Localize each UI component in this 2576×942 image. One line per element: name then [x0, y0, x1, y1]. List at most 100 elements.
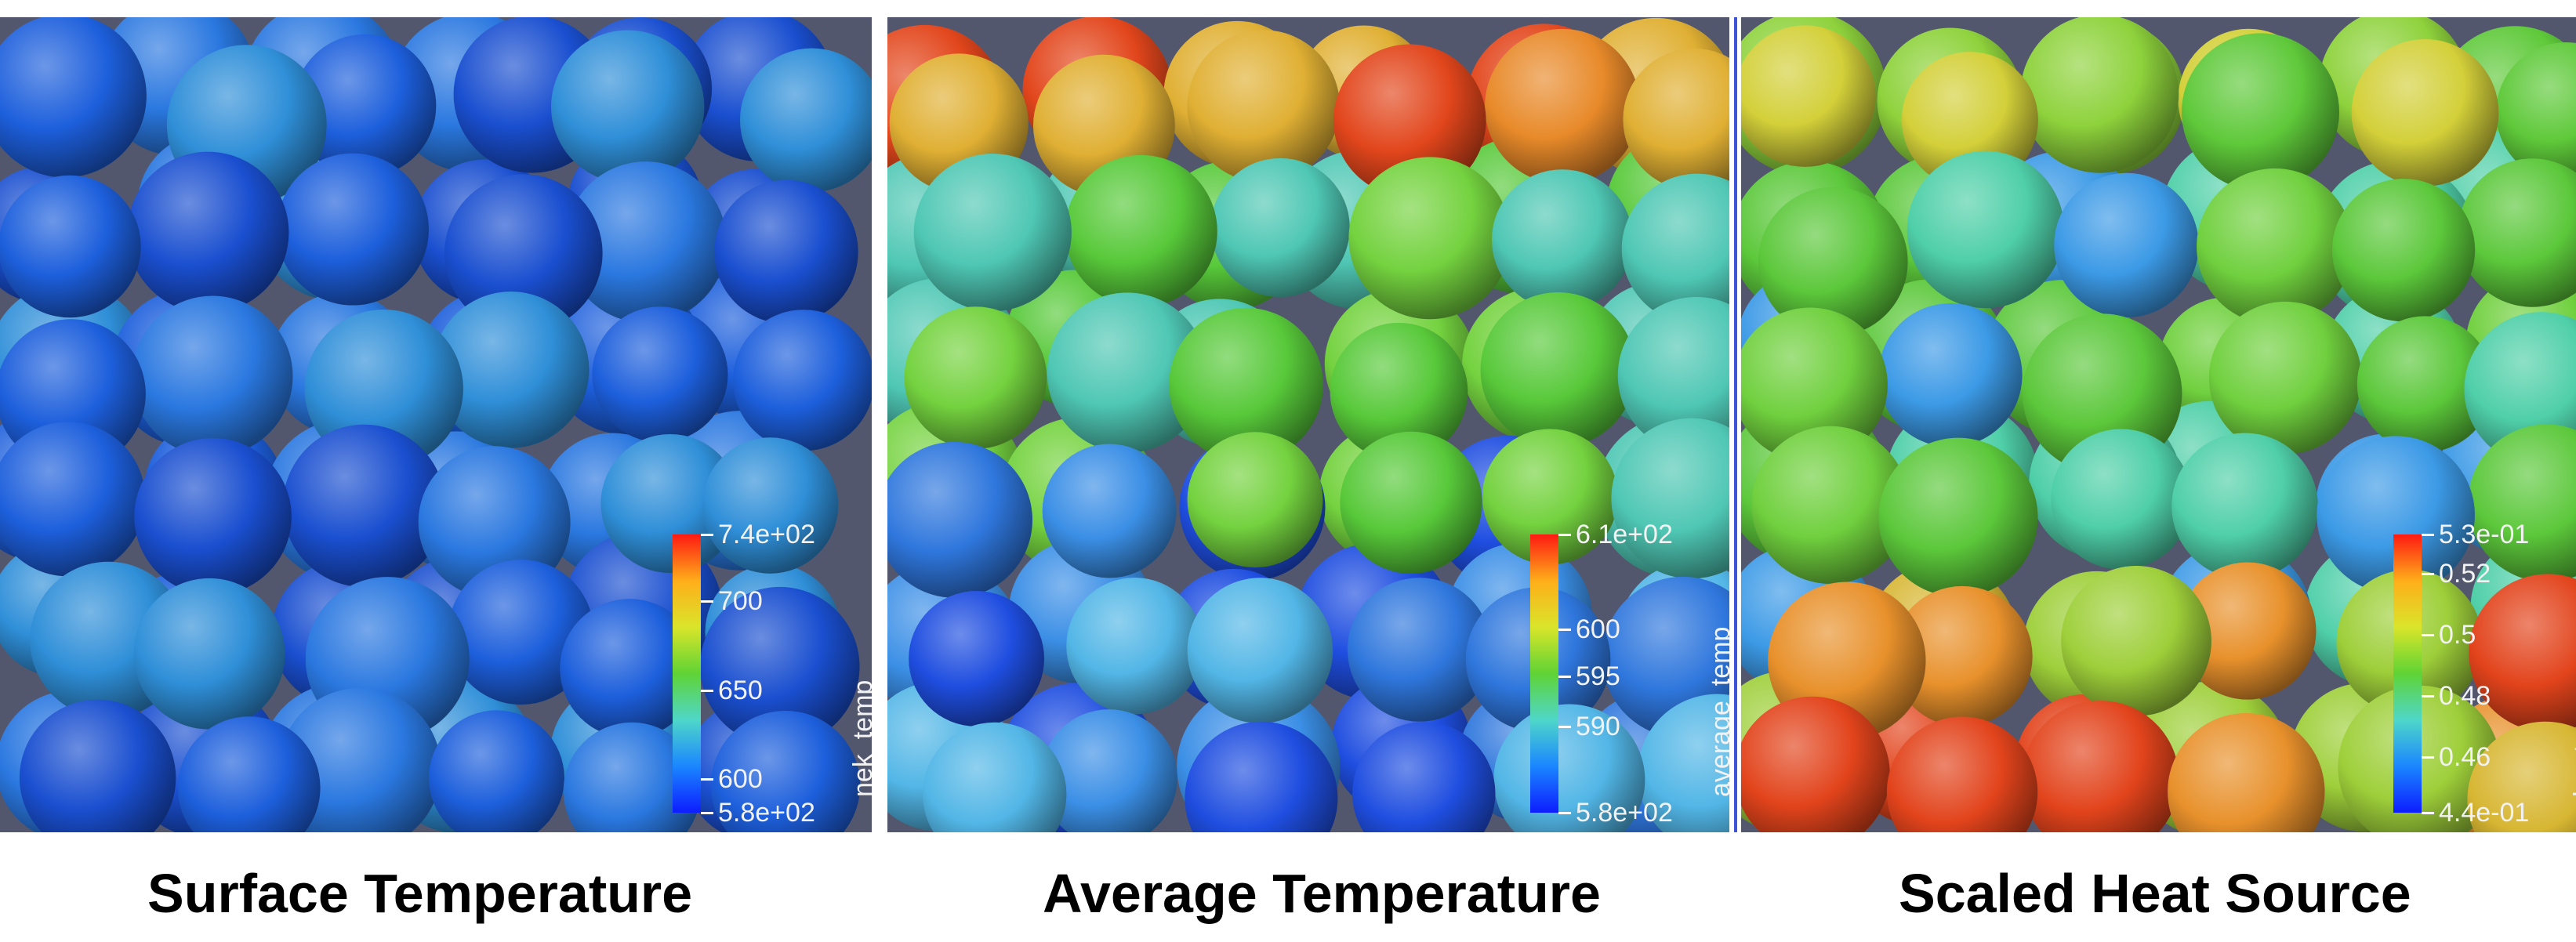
particle-sphere	[733, 310, 872, 451]
particle-sphere	[2467, 721, 2576, 832]
particle-sphere	[714, 179, 858, 324]
colorbar-tick-label: 0.48	[2439, 680, 2491, 711]
particle-sphere	[913, 154, 1072, 312]
colorbar-tick	[701, 600, 713, 603]
caption-average-temperature: Average Temperature	[1043, 863, 1601, 924]
particle-sphere	[887, 441, 1032, 598]
particle-sphere	[1621, 173, 1729, 324]
particle-sphere	[909, 591, 1045, 726]
particle-sphere	[177, 716, 321, 832]
average-temp-colorbar: 6.1e+02 600 595 590 5.8e+02 average_temp	[1530, 521, 1729, 826]
particle-sphere	[551, 30, 705, 183]
particle-sphere	[0, 175, 141, 318]
particle-sphere	[1480, 292, 1636, 448]
particle-sphere	[1886, 716, 2038, 832]
particle-sphere	[702, 437, 839, 574]
particle-sphere	[1066, 578, 1203, 715]
surface-temperature-panel: 7.4e+02 700 650 600 5.8e+02 nek_temp	[0, 17, 872, 832]
particle-sphere	[710, 710, 861, 832]
particle-sphere	[922, 722, 1067, 832]
particle-sphere	[2331, 178, 2476, 322]
colorbar-tick	[2422, 572, 2434, 575]
colorbar-tick-label: 0.46	[2439, 742, 2491, 772]
particle-sphere	[1751, 426, 1910, 584]
colorbar-tick	[2422, 812, 2434, 814]
particle-sphere	[1333, 44, 1486, 197]
colorbar-tick-label: 0.5	[2439, 619, 2476, 650]
particle-sphere	[1741, 307, 1888, 463]
panel-divider	[1734, 17, 1737, 832]
colorbar-tick-label: 700	[718, 586, 763, 617]
particle-sphere	[2197, 168, 2353, 325]
colorbar-tick	[1558, 628, 1571, 631]
colorbar-tick-label: 600	[1576, 614, 1620, 644]
particle-sphere	[429, 710, 564, 832]
colorbar-tick	[1558, 725, 1571, 728]
particle-sphere	[277, 153, 429, 306]
colorbar-tick	[2422, 534, 2434, 536]
particle-sphere	[600, 433, 740, 574]
particle-sphere	[1741, 696, 1890, 832]
colorbar-tick	[2422, 633, 2434, 636]
particle-sphere	[2317, 436, 2475, 594]
particle-sphere	[1040, 709, 1177, 832]
particle-sphere	[2208, 301, 2362, 455]
particle-sphere	[2181, 33, 2339, 191]
particle-sphere	[2171, 433, 2318, 580]
particle-sphere	[0, 17, 147, 178]
particle-sphere	[1347, 578, 1492, 722]
particle-sphere	[1611, 418, 1729, 579]
heat-source-colorbar: 5.3e-01 0.52 0.5 0.48 0.46 4.4e-01 heat_source	[2393, 521, 2576, 826]
particle-sphere	[1065, 154, 1217, 308]
colorbar-tick	[701, 812, 713, 814]
colorbar-tick	[701, 534, 713, 536]
particle-sphere	[2061, 566, 2211, 716]
particle-sphere	[1741, 25, 1876, 167]
particle-sphere	[418, 446, 571, 599]
colorbar-gradient	[1530, 534, 1558, 813]
colorbar-tick-label: 4.4e-01	[2439, 798, 2530, 828]
particle-sphere	[1047, 292, 1208, 453]
particle-sphere	[1878, 437, 2038, 597]
particle-sphere	[1330, 322, 1468, 461]
average-temperature-panel: 6.1e+02 600 595 590 5.8e+02 average_temp	[887, 17, 1729, 832]
colorbar-tick-label: 0.52	[2439, 558, 2491, 589]
particle-sphere	[2020, 17, 2179, 173]
colorbar-tick-label: 590	[1576, 711, 1620, 741]
particle-sphere	[134, 437, 292, 596]
colorbar-tick	[1558, 534, 1571, 536]
colorbar-tick-label: 600	[718, 764, 763, 795]
particle-sphere	[2168, 713, 2325, 832]
particle-sphere	[1482, 429, 1618, 565]
panel-divider	[875, 17, 880, 832]
colorbar-tick-label: 5.8e+02	[718, 798, 815, 828]
particle-sphere	[1491, 169, 1633, 310]
particle-sphere	[1878, 303, 2023, 447]
particle-sphere	[1187, 432, 1323, 568]
caption-scaled-heat-source: Scaled Heat Source	[1899, 863, 2411, 924]
colorbar-tick	[2422, 756, 2434, 759]
particle-sphere	[2469, 574, 2576, 733]
particle-sphere	[1485, 28, 1641, 184]
colorbar-tick-label: 5.3e-01	[2439, 520, 2530, 549]
colorbar-gradient	[2393, 534, 2422, 813]
particle-sphere	[133, 578, 285, 730]
particle-sphere	[19, 699, 176, 832]
particle-sphere	[2458, 158, 2576, 307]
particle-sphere	[1187, 30, 1340, 183]
particle-sphere	[1348, 157, 1511, 320]
scaled-heat-source-panel: 5.3e-01 0.52 0.5 0.48 0.46 4.4e-01 heat_source	[1741, 17, 2576, 832]
particle-sphere	[904, 306, 1047, 449]
particle-sphere	[2179, 562, 2317, 700]
colorbar-tick	[701, 689, 713, 692]
particle-sphere	[1340, 431, 1482, 574]
particle-sphere	[1892, 585, 2033, 727]
particle-sphere	[1042, 444, 1177, 578]
particle-sphere	[2021, 701, 2179, 832]
particle-sphere	[1210, 158, 1350, 298]
caption-surface-temperature: Surface Temperature	[147, 863, 693, 924]
particle-sphere	[1352, 722, 1496, 832]
particle-sphere	[740, 48, 872, 192]
colorbar-tick-label: 650	[718, 675, 763, 705]
particle-sphere	[444, 174, 603, 332]
